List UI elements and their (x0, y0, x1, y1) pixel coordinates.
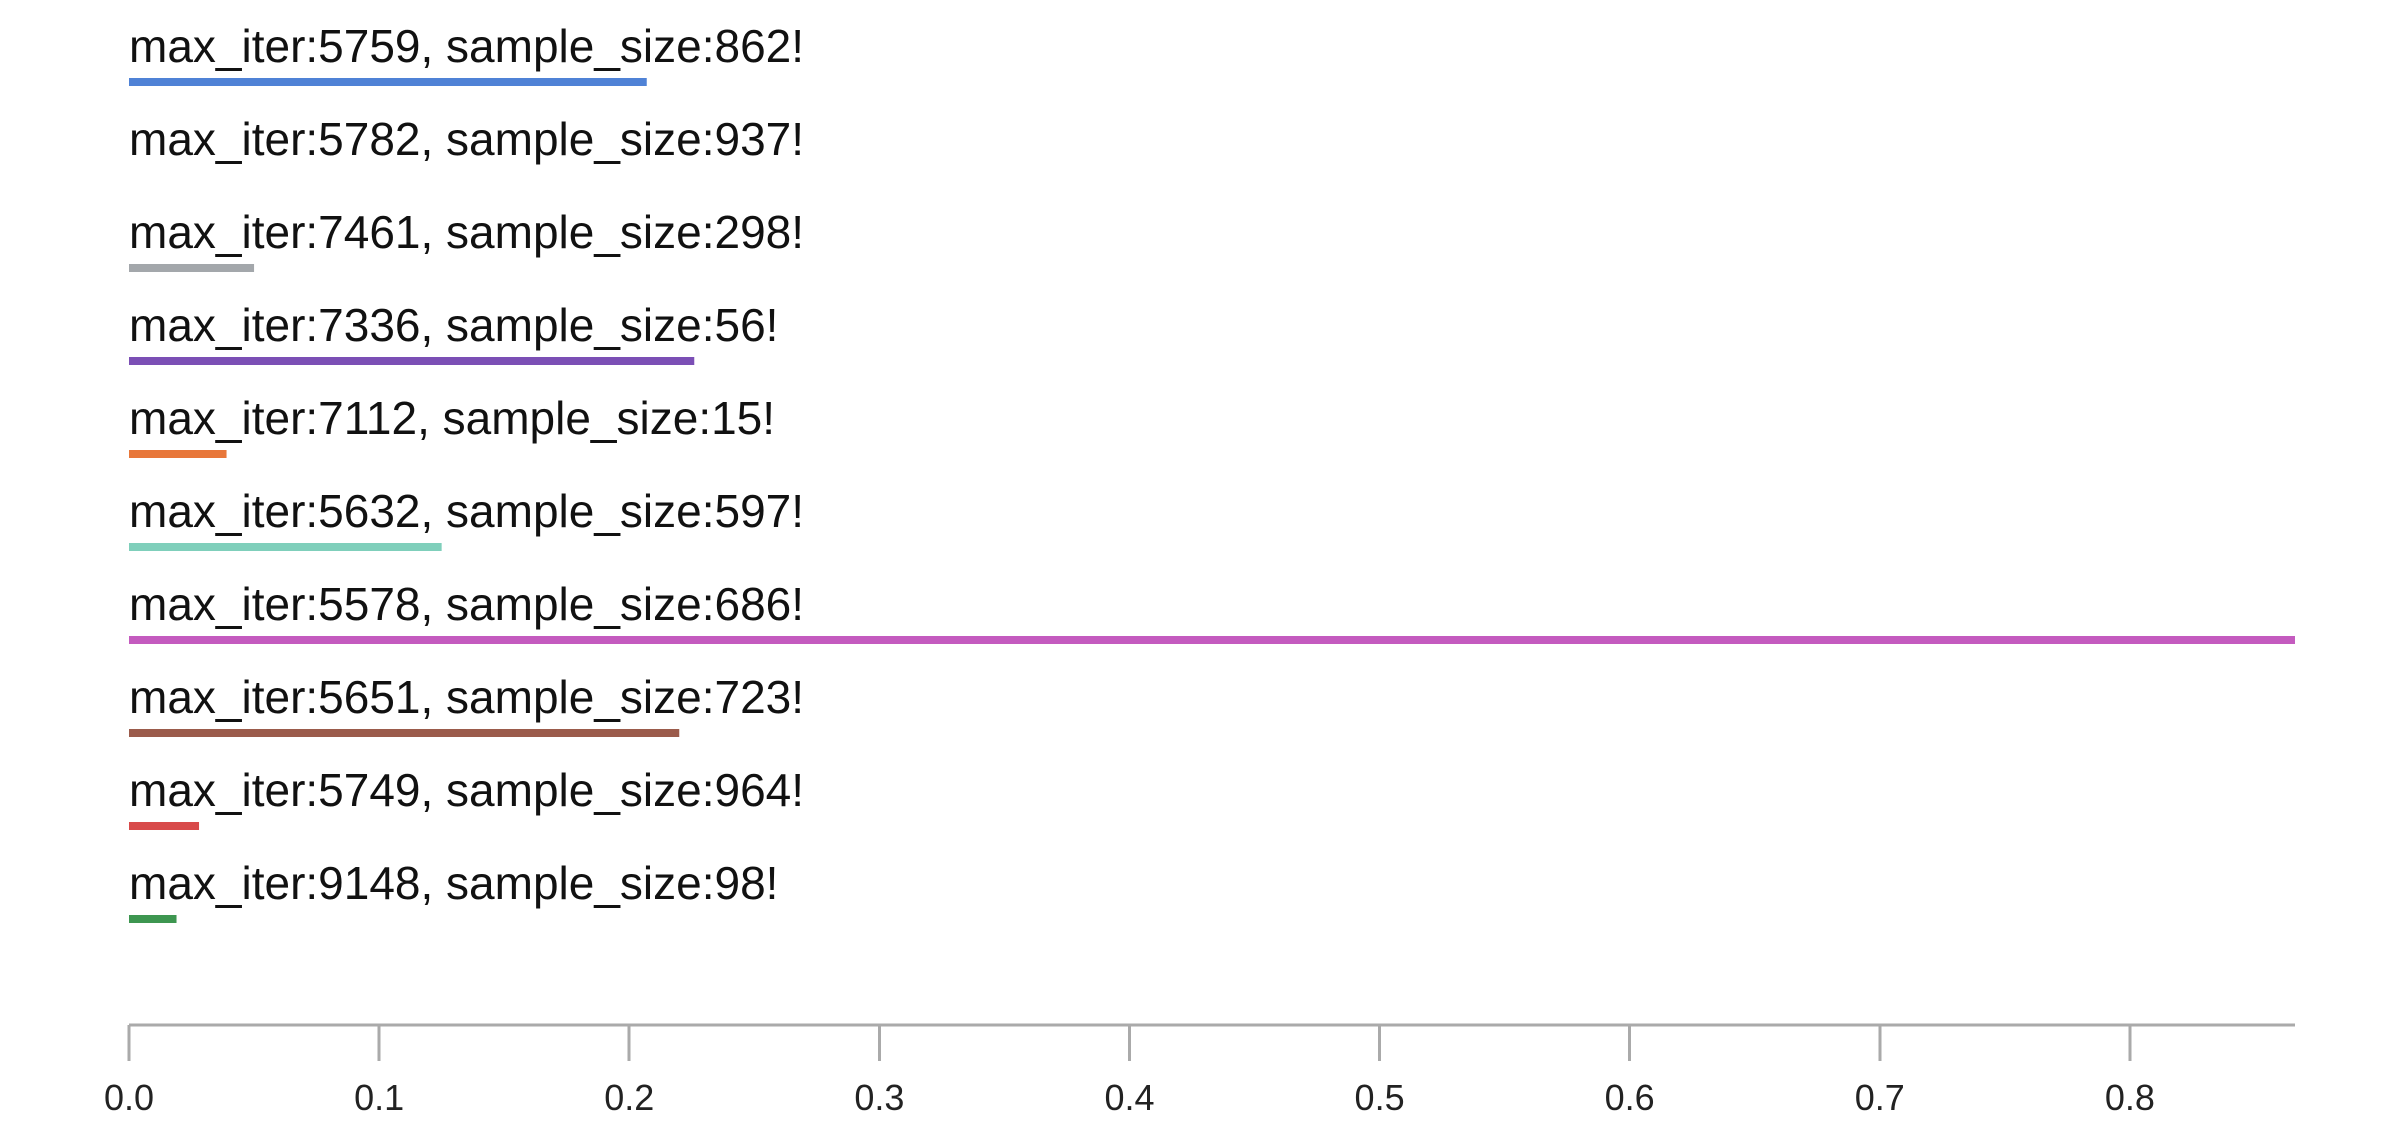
x-tick-label: 0.4 (1104, 1077, 1154, 1118)
x-tick-label: 0.2 (604, 1077, 654, 1118)
bar-label: max_iter:5578, sample_size:686! (129, 578, 804, 630)
bar-label: max_iter:5651, sample_size:723! (129, 671, 804, 723)
bar (129, 822, 200, 830)
bar-label: max_iter:7112, sample_size:15! (129, 392, 775, 444)
bar (129, 357, 695, 365)
bar (129, 636, 2295, 644)
bar-label: max_iter:7461, sample_size:298! (129, 206, 804, 258)
x-tick-label: 0.7 (1855, 1077, 1905, 1118)
x-axis: 0.0 0.1 0.2 0.3 0.4 0.5 0.6 0.7 0.8 (104, 1023, 2295, 1118)
x-tick-label: 0.1 (354, 1077, 404, 1118)
bars-layer: max_iter:5759, sample_size:862! max_iter:… (129, 20, 2295, 923)
bar (129, 543, 442, 551)
bar-label: max_iter:9148, sample_size:98! (129, 857, 778, 909)
x-tick-label: 0.5 (1355, 1077, 1405, 1118)
bar-label: max_iter:5782, sample_size:937! (129, 113, 804, 165)
x-tick-label: 0.3 (854, 1077, 904, 1118)
bar-label: max_iter:5759, sample_size:862! (129, 20, 804, 72)
bar (129, 729, 680, 737)
x-tick-label: 0.0 (104, 1077, 154, 1118)
bar-label: max_iter:5632, sample_size:597! (129, 485, 804, 537)
x-tick-label: 0.6 (1605, 1077, 1655, 1118)
bar (129, 264, 255, 272)
bar (129, 78, 647, 86)
bar (129, 915, 177, 923)
x-tick-label: 0.8 (2105, 1077, 2155, 1118)
bar (129, 450, 227, 458)
bar-label: max_iter:7336, sample_size:56! (129, 299, 778, 351)
bar-label: max_iter:5749, sample_size:964! (129, 764, 804, 816)
